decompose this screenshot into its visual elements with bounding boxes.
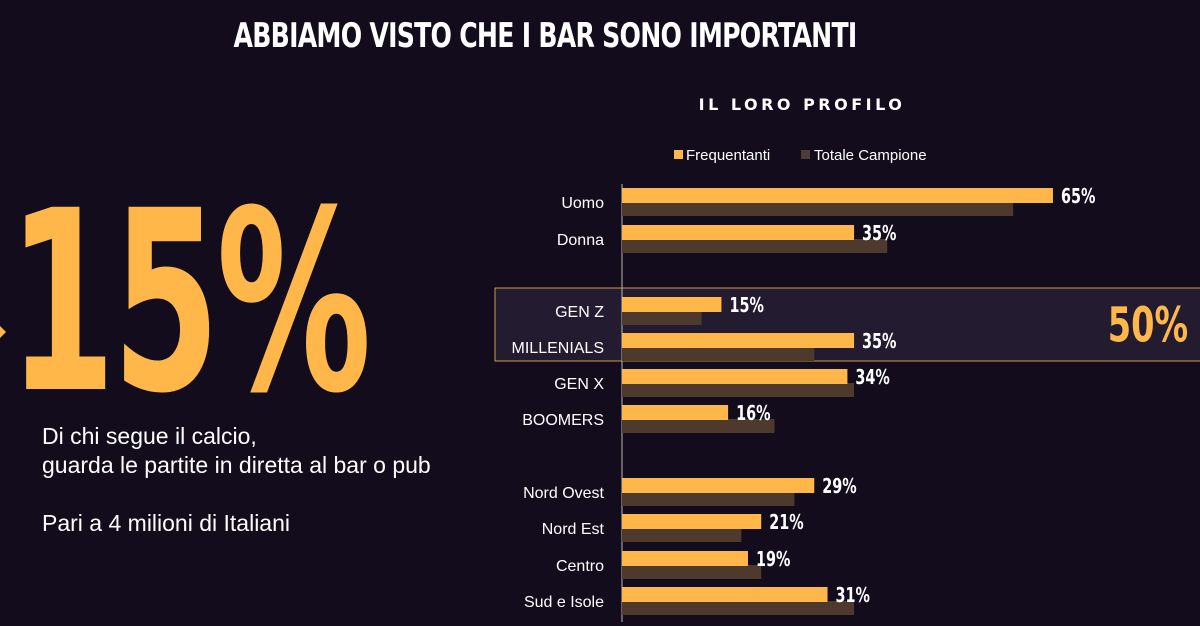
description-line-2: guarda le partite in diretta al bar o pu… <box>42 452 431 478</box>
highlight-box <box>494 287 1200 362</box>
value-label-centro: 19% <box>756 549 790 572</box>
bar-totale-boomers <box>622 419 775 433</box>
category-label-nord-ovest: Nord Ovest <box>523 485 604 502</box>
value-label-gen-z: 15% <box>729 295 763 318</box>
value-label-nord-est: 21% <box>769 512 803 535</box>
value-label-boomers: 16% <box>736 403 770 426</box>
page-title: ABBIAMO VISTO CHE I BAR SONO IMPORTANTI <box>233 16 857 56</box>
bar-totale-gen-z <box>622 311 702 325</box>
category-label-sud-e-isole: Sud e Isole <box>524 594 604 611</box>
category-label-donna: Donna <box>557 232 604 249</box>
bar-frequentanti-sud-e-isole <box>622 587 828 602</box>
category-label-uomo: Uomo <box>561 195 604 212</box>
bar-frequentanti-nord-ovest <box>622 478 815 493</box>
highlight-description: Di chi segue il calcio, guarda le partit… <box>42 422 431 480</box>
category-label-millenials: MILLENIALS <box>512 340 604 357</box>
legend-swatch-totale <box>801 150 810 159</box>
highlight-value: 15% <box>8 157 372 448</box>
highlight-box-value: 50% <box>1108 297 1188 353</box>
category-label-centro: Centro <box>556 558 604 575</box>
bar-totale-nord-est <box>622 528 742 542</box>
value-label-nord-ovest: 29% <box>822 476 856 499</box>
chart-title: IL LORO PROFILO <box>699 95 906 114</box>
bar-frequentanti-centro <box>622 551 748 566</box>
category-label-gen-x: GEN X <box>554 376 604 393</box>
bar-frequentanti-boomers <box>622 405 729 420</box>
value-label-uomo: 65% <box>1061 186 1095 209</box>
category-label-gen-z: GEN Z <box>555 304 604 321</box>
arrow-icon <box>0 318 6 346</box>
value-label-gen-x: 34% <box>855 367 889 390</box>
category-label-boomers: BOOMERS <box>522 412 604 429</box>
bar-totale-millenials <box>622 347 815 361</box>
legend-label-frequentanti: Frequentanti <box>686 147 770 164</box>
bar-frequentanti-nord-est <box>622 514 762 529</box>
value-label-millenials: 35% <box>862 331 896 354</box>
bar-totale-sud-e-isole <box>622 601 855 615</box>
bar-frequentanti-gen-x <box>622 369 848 384</box>
bar-totale-nord-ovest <box>622 492 795 506</box>
bar-totale-centro <box>622 565 762 579</box>
bar-frequentanti-donna <box>622 225 855 240</box>
bar-totale-uomo <box>622 202 1014 216</box>
category-label-nord-est: Nord Est <box>542 521 605 538</box>
highlight-note: Pari a 4 milioni di Italiani <box>42 510 291 536</box>
value-label-donna: 35% <box>862 223 896 246</box>
legend-swatch-frequentanti <box>674 150 683 159</box>
description-line-1: Di chi segue il calcio, <box>42 423 257 449</box>
bar-totale-gen-x <box>622 383 855 397</box>
bar-totale-donna <box>622 239 888 253</box>
value-label-sud-e-isole: 31% <box>836 585 870 608</box>
bar-frequentanti-gen-z <box>622 297 722 312</box>
bar-frequentanti-millenials <box>622 333 855 348</box>
bar-frequentanti-uomo <box>622 188 1053 203</box>
legend-label-totale: Totale Campione <box>814 147 927 164</box>
